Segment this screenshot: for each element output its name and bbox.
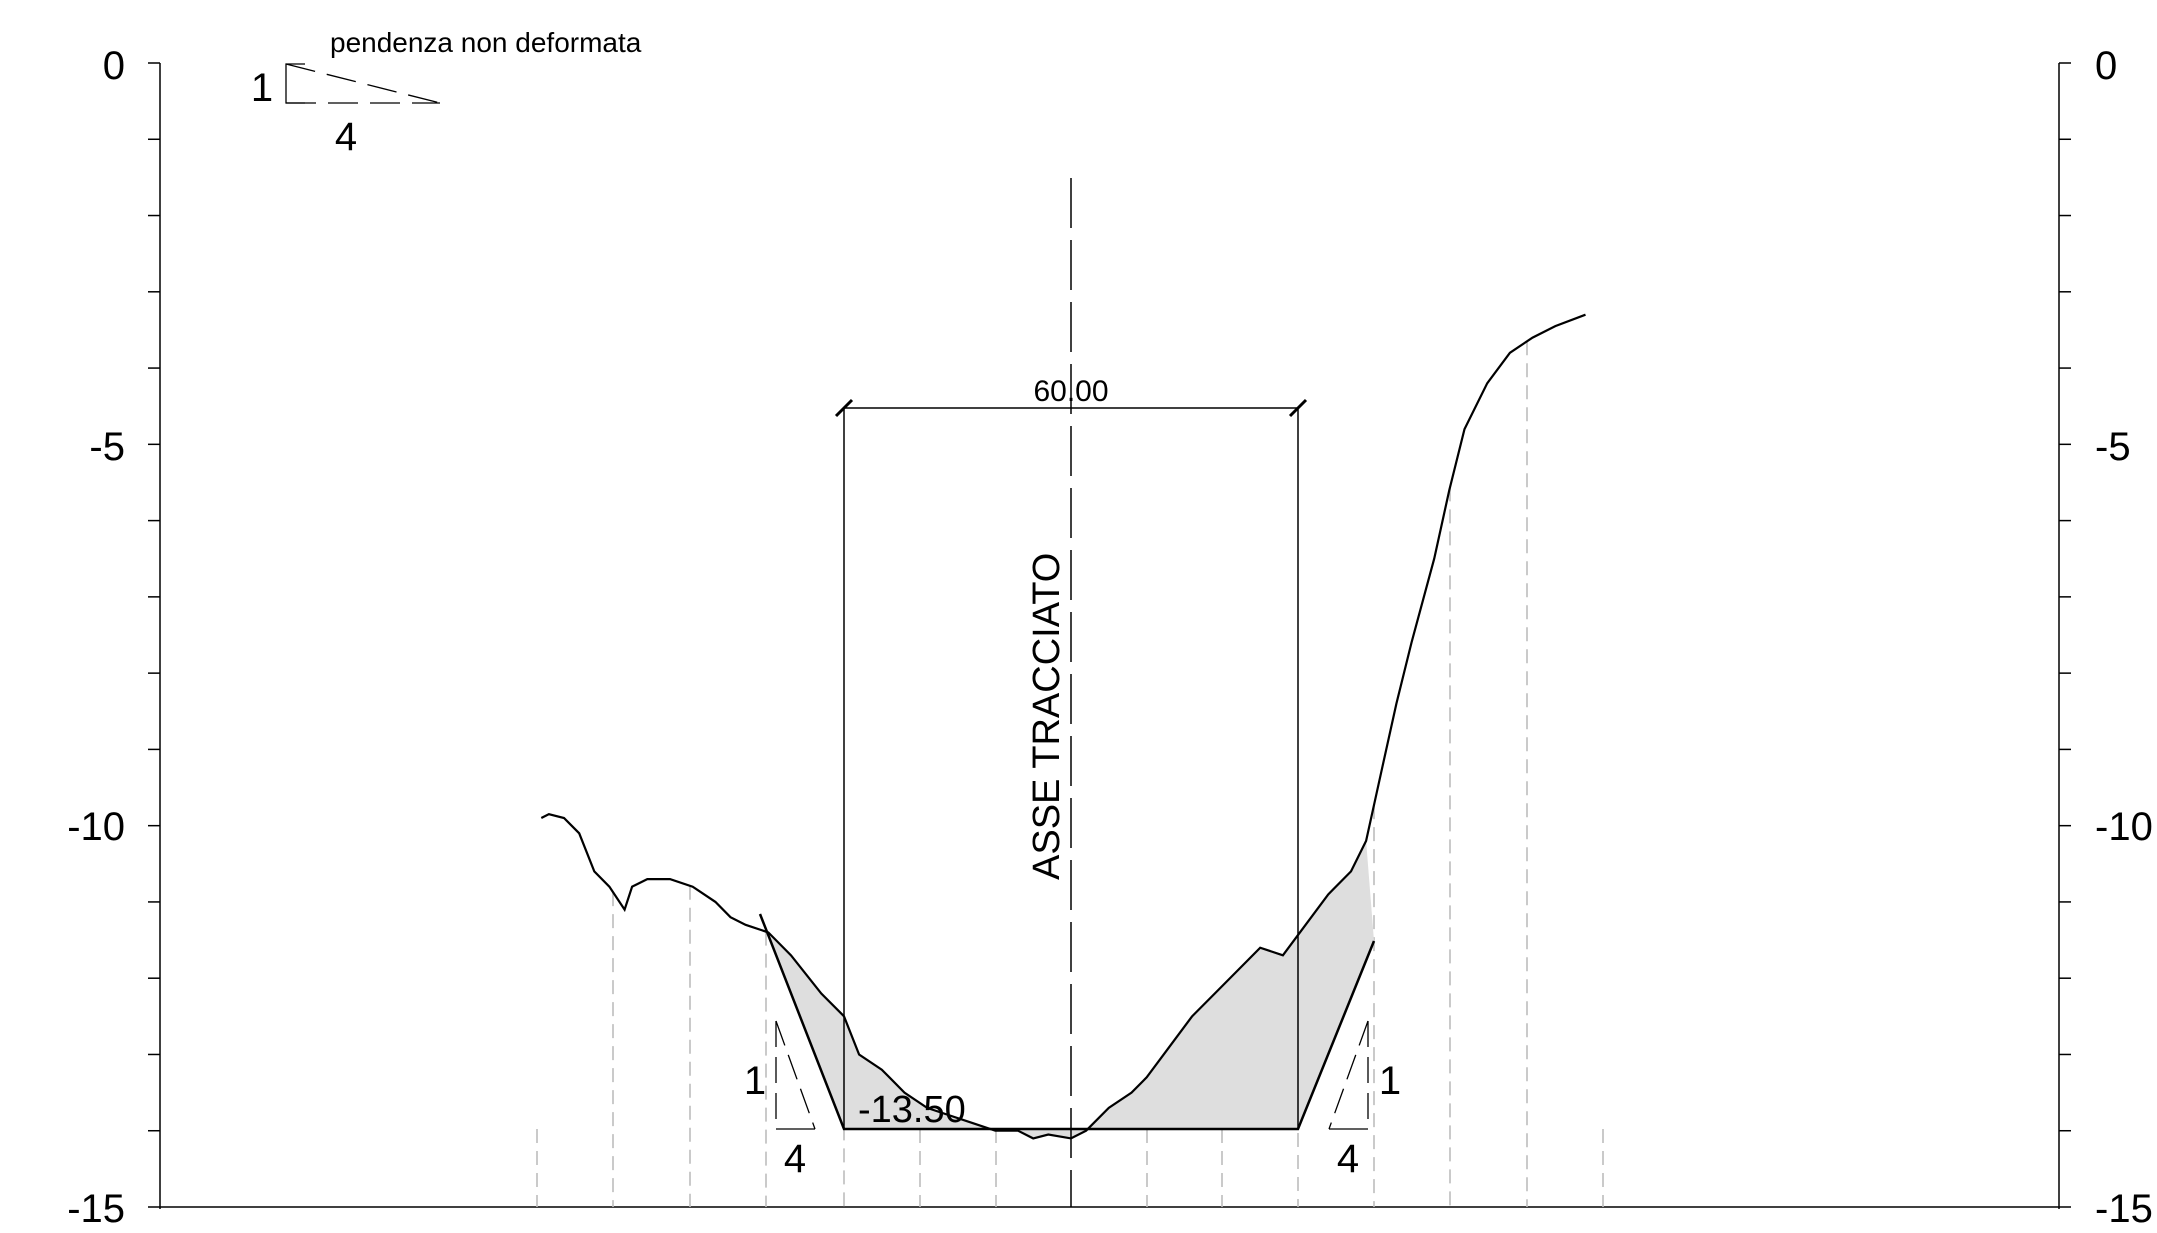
left-slope-run-label: 4 [784, 1137, 806, 1181]
right-axis: 0 -5 -10 -15 [2058, 44, 2153, 1231]
left-slope-rise-label: 1 [744, 1059, 766, 1103]
scale-note: pendenza non deformata 1 4 [251, 27, 642, 159]
right-axis-label-minus5: -5 [2095, 425, 2131, 469]
left-axis-label-0: 0 [103, 44, 125, 88]
right-axis-label-0: 0 [2095, 44, 2117, 88]
right-slope-run-label: 4 [1337, 1137, 1359, 1181]
left-axis: 0 -5 -10 -15 [67, 44, 161, 1231]
right-slope-rise-label: 1 [1379, 1059, 1401, 1103]
left-slope-symbol: 1 4 [744, 1020, 816, 1181]
left-axis-label-minus10: -10 [67, 805, 125, 849]
scale-run-label: 4 [335, 115, 357, 159]
left-axis-label-minus5: -5 [89, 425, 125, 469]
bed-elevation-label: -13.50 [858, 1089, 966, 1131]
left-axis-ticks [148, 62, 160, 1208]
terrain-profile [540, 313, 1586, 1140]
right-slope-symbol: 1 4 [1328, 1020, 1401, 1181]
right-axis-label-minus15: -15 [2095, 1187, 2153, 1231]
station-lines [536, 341, 1604, 1207]
scale-note-text: pendenza non deformata [330, 27, 642, 58]
scale-rise-label: 1 [251, 66, 273, 110]
right-axis-ticks [2059, 62, 2071, 1208]
centerline: ASSE TRACCIATO [1026, 178, 1072, 1207]
excavation-area [760, 840, 1374, 1139]
right-axis-label-minus10: -10 [2095, 805, 2153, 849]
centerline-label: ASSE TRACCIATO [1026, 553, 1068, 880]
left-axis-label-minus15: -15 [67, 1187, 125, 1231]
